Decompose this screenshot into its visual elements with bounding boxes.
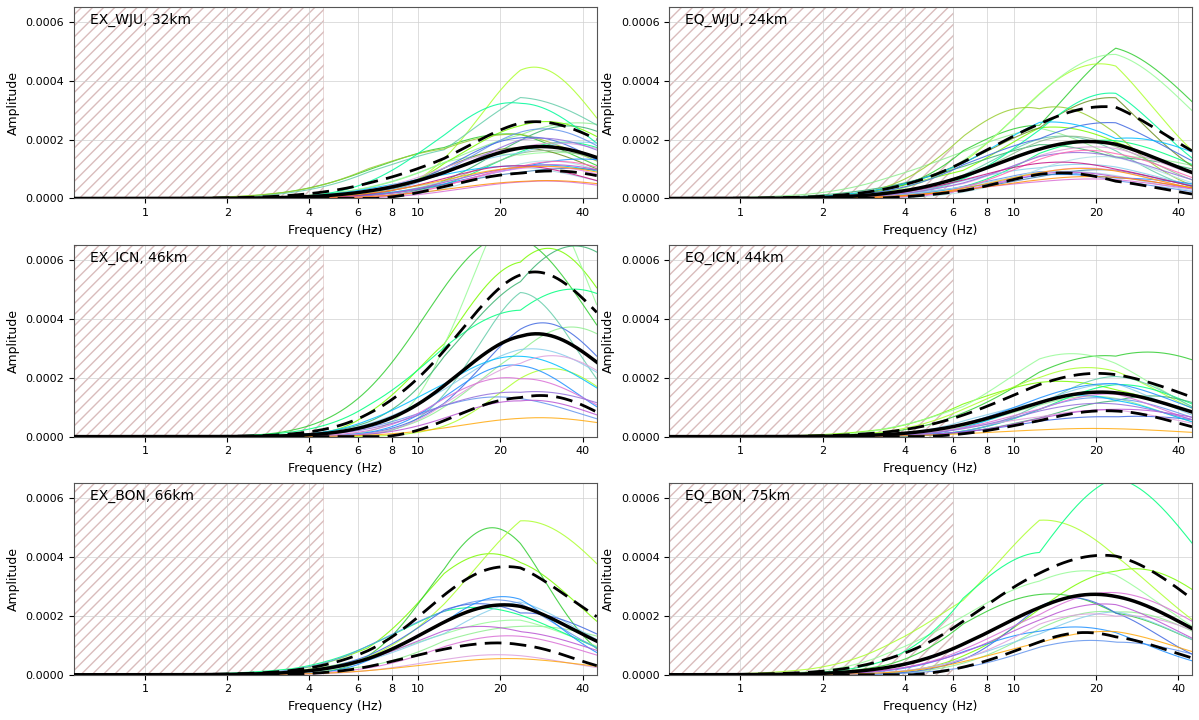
Y-axis label: Amplitude: Amplitude	[7, 71, 20, 135]
Bar	[50, 483, 324, 675]
Bar	[645, 483, 953, 675]
Bar	[50, 7, 324, 199]
Y-axis label: Amplitude: Amplitude	[7, 309, 20, 373]
X-axis label: Frequency (Hz): Frequency (Hz)	[884, 462, 978, 475]
Bar	[645, 245, 953, 436]
Y-axis label: Amplitude: Amplitude	[602, 309, 615, 373]
X-axis label: Frequency (Hz): Frequency (Hz)	[288, 224, 382, 237]
X-axis label: Frequency (Hz): Frequency (Hz)	[884, 224, 978, 237]
Y-axis label: Amplitude: Amplitude	[602, 547, 615, 611]
Bar	[645, 7, 953, 199]
X-axis label: Frequency (Hz): Frequency (Hz)	[884, 700, 978, 713]
Text: EQ_ICN, 44km: EQ_ICN, 44km	[685, 251, 784, 265]
Text: EX_ICN, 46km: EX_ICN, 46km	[90, 251, 187, 265]
Y-axis label: Amplitude: Amplitude	[7, 547, 20, 611]
X-axis label: Frequency (Hz): Frequency (Hz)	[288, 462, 382, 475]
Text: EX_BON, 66km: EX_BON, 66km	[90, 489, 194, 503]
Text: EX_WJU, 32km: EX_WJU, 32km	[90, 13, 191, 27]
Text: EQ_WJU, 24km: EQ_WJU, 24km	[685, 13, 788, 27]
Text: EQ_BON, 75km: EQ_BON, 75km	[685, 489, 790, 503]
Bar	[50, 245, 324, 436]
X-axis label: Frequency (Hz): Frequency (Hz)	[288, 700, 382, 713]
Y-axis label: Amplitude: Amplitude	[602, 71, 615, 135]
